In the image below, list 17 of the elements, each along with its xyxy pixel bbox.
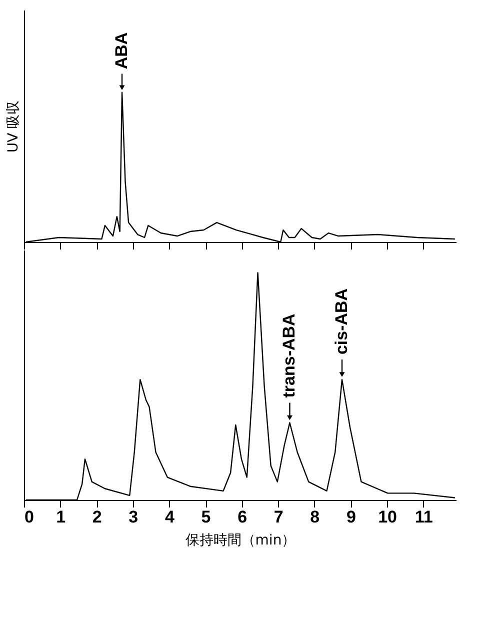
x-axis-title: 保持時間（min） [185, 532, 296, 548]
annotation: cis-ABA [332, 288, 352, 355]
x-tick-label: 4 [164, 508, 175, 526]
x-tick-label: 7 [274, 508, 284, 526]
x-tick-label: 8 [310, 508, 320, 526]
x-tick-label: 3 [128, 508, 138, 526]
x-tick-label: 9 [346, 508, 356, 526]
x-tick-label: 2 [92, 508, 102, 526]
annotation: ABA [112, 32, 132, 70]
x-tick-label: 5 [201, 508, 211, 526]
annotation: trans-ABA [280, 314, 299, 398]
x-tick-label: 0 [24, 508, 34, 526]
y-axis-title: UV 吸収 [6, 100, 22, 153]
x-tick-label: 6 [238, 508, 248, 526]
x-tick-label: 10 [378, 508, 397, 526]
x-tick-label: 1 [56, 508, 66, 526]
x-tick-label: 11 [414, 508, 433, 526]
